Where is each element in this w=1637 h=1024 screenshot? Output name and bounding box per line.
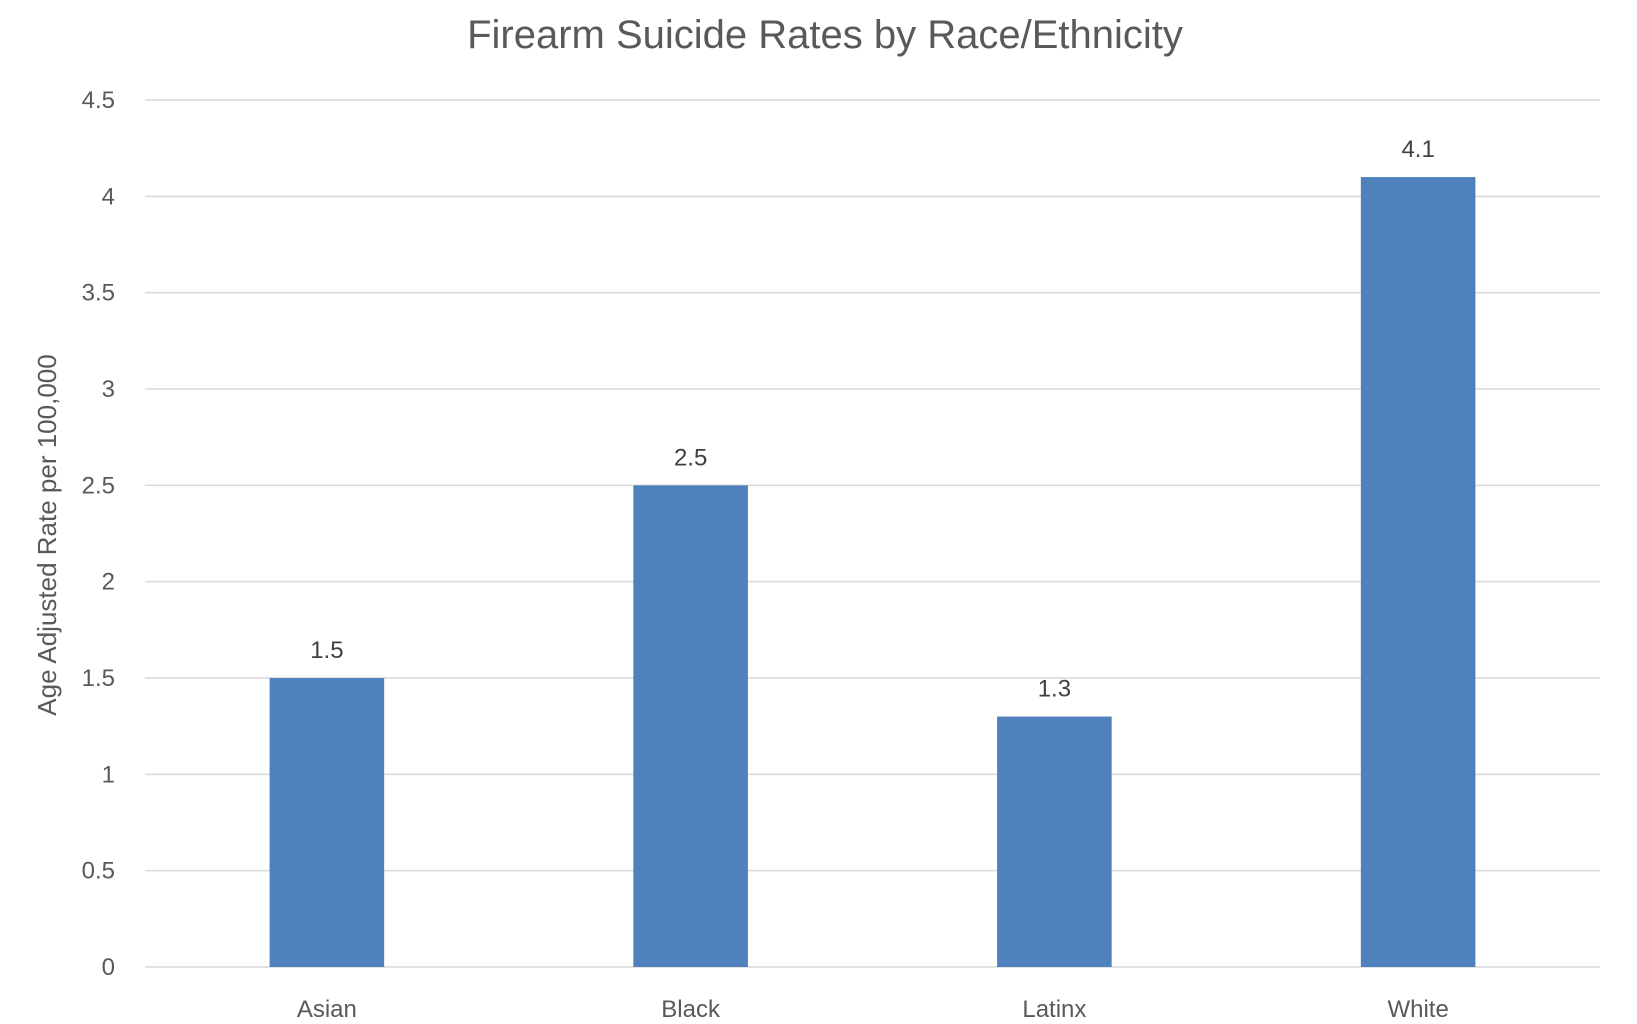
bars (269, 177, 1476, 968)
y-tick-label: 4 (102, 183, 115, 210)
y-axis-label: Age Adjusted Rate per 100,000 (32, 354, 62, 715)
data-label: 2.5 (674, 444, 707, 471)
bar-latinx (997, 716, 1112, 967)
data-label: 1.3 (1038, 676, 1071, 703)
x-axis-ticks: Asian Black Latinx White (297, 996, 1449, 1023)
y-tick-label: 1 (102, 761, 115, 788)
data-label: 4.1 (1401, 136, 1434, 163)
bar-white (1360, 177, 1476, 968)
x-tick-label: Latinx (1022, 996, 1086, 1023)
bar-asian (269, 678, 385, 967)
data-label: 1.5 (310, 637, 343, 664)
y-tick-label: 2 (102, 569, 115, 596)
chart-title: Firearm Suicide Rates by Race/Ethnicity (467, 13, 1183, 57)
y-tick-label: 1.5 (82, 665, 115, 692)
y-tick-label: 0 (102, 954, 115, 981)
y-tick-label: 3 (102, 376, 115, 403)
y-tick-label: 2.5 (82, 472, 115, 499)
bar-black (633, 485, 748, 967)
data-labels: 1.5 2.5 1.3 4.1 (310, 136, 1435, 702)
y-tick-label: 4.5 (82, 87, 115, 114)
x-tick-label: Asian (297, 996, 357, 1023)
gridlines (145, 99, 1600, 968)
x-tick-label: White (1387, 996, 1448, 1023)
y-tick-label: 3.5 (82, 280, 115, 307)
y-tick-label: 0.5 (82, 858, 115, 885)
y-axis-ticks: 0 0.5 1 1.5 2 2.5 3 3.5 4 4.5 (82, 87, 115, 981)
x-tick-label: Black (661, 996, 721, 1023)
